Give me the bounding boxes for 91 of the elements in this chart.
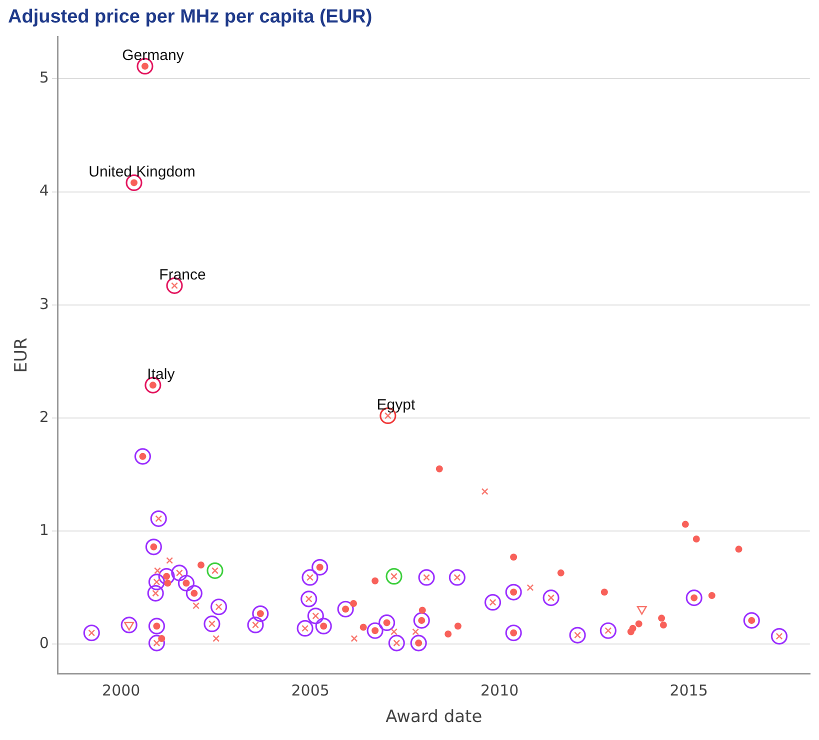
chart-title: Adjusted price per MHz per capita (EUR) — [8, 6, 372, 28]
point — [166, 557, 174, 564]
point — [686, 590, 702, 606]
point — [372, 577, 379, 584]
point — [147, 584, 164, 602]
point — [192, 602, 200, 610]
point — [410, 634, 427, 652]
point — [378, 614, 396, 631]
point — [600, 622, 616, 639]
point — [350, 635, 358, 642]
point — [444, 630, 452, 638]
point — [204, 616, 220, 632]
point — [770, 628, 788, 645]
point — [743, 612, 760, 629]
point — [145, 538, 162, 556]
x-axis-title: Award date — [386, 707, 482, 728]
point — [635, 620, 642, 628]
point — [210, 598, 228, 616]
point — [682, 520, 689, 528]
point — [148, 618, 166, 634]
point — [436, 465, 443, 472]
point — [350, 600, 358, 607]
point — [148, 574, 166, 590]
point — [386, 568, 402, 585]
point — [708, 592, 716, 600]
point — [557, 569, 564, 576]
point — [418, 606, 426, 614]
point — [735, 546, 742, 553]
point — [542, 590, 560, 606]
point — [164, 580, 172, 587]
point — [120, 616, 138, 634]
point — [390, 628, 398, 636]
point — [252, 605, 269, 622]
x-tick-label: 2010 — [480, 681, 519, 700]
annotation: Egypt — [376, 396, 416, 414]
point — [171, 564, 188, 582]
y-tick-label: 0 — [39, 634, 49, 652]
y-tick-label: 2 — [39, 408, 49, 426]
annotation: Germany — [122, 46, 184, 64]
point — [505, 584, 522, 600]
point — [150, 510, 167, 527]
point — [307, 608, 324, 624]
annotation: Italy — [147, 366, 176, 383]
point — [154, 567, 161, 574]
point — [660, 621, 667, 628]
point — [366, 622, 384, 639]
point — [448, 569, 466, 586]
point — [481, 488, 488, 495]
point — [413, 612, 430, 629]
x-tick-label: 2005 — [291, 681, 330, 700]
y-tick-label: 3 — [39, 294, 49, 313]
point — [600, 588, 608, 596]
point — [510, 554, 518, 561]
point — [658, 614, 666, 622]
point — [134, 448, 152, 465]
point — [569, 626, 586, 644]
x-tick-label: 2000 — [102, 681, 140, 700]
point — [505, 624, 522, 642]
point — [636, 606, 647, 615]
point — [302, 569, 318, 586]
point — [158, 635, 166, 642]
x-tick-label: 2015 — [670, 681, 708, 700]
point — [178, 574, 195, 592]
point — [360, 624, 367, 631]
point — [312, 558, 328, 576]
point — [197, 562, 204, 569]
annotation: United Kingdom — [88, 163, 196, 180]
point — [148, 634, 166, 652]
point — [206, 562, 224, 579]
point — [692, 536, 700, 542]
point — [315, 618, 332, 634]
point — [186, 584, 202, 602]
point — [526, 584, 534, 592]
point — [300, 590, 318, 608]
point — [388, 634, 405, 652]
point — [412, 628, 420, 636]
y-axis-title: EUR — [12, 338, 32, 373]
point — [484, 594, 502, 611]
point — [454, 622, 462, 630]
y-tick-label: 4 — [39, 182, 49, 200]
point — [247, 616, 264, 634]
y-tick-label: 1 — [39, 520, 49, 539]
point — [158, 568, 175, 585]
point — [212, 635, 220, 642]
annotation: France — [159, 266, 206, 284]
point — [83, 624, 100, 642]
point — [418, 569, 435, 586]
y-tick-label: 5 — [39, 68, 49, 87]
point — [296, 620, 314, 637]
point — [337, 600, 354, 618]
point — [629, 624, 636, 632]
